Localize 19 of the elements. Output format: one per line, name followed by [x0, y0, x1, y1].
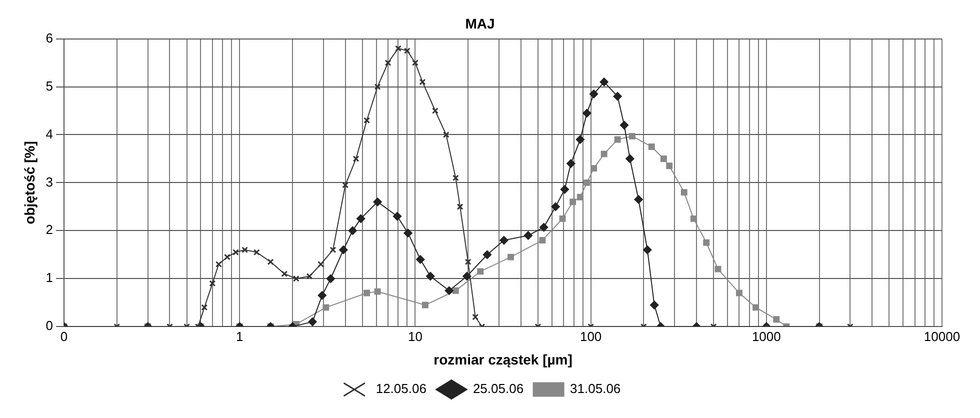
x-axis-title: rozmiar cząstek [µm]: [434, 351, 572, 368]
y-tick-label: 5: [46, 78, 54, 94]
chart-title: MAJ: [465, 15, 495, 32]
legend-label: 12.05.06: [376, 381, 426, 396]
x-tick-label: 0: [60, 328, 68, 344]
y-tick-label: 6: [46, 30, 54, 46]
x-tick-label: 10: [408, 328, 422, 344]
legend-label: 25.05.06: [472, 381, 524, 396]
y-tick-label: 0: [46, 318, 54, 334]
y-axis-title: objętość [%]: [21, 141, 38, 224]
x-tick-label: 1: [236, 328, 244, 344]
x-tick-label: 10000: [924, 328, 960, 344]
y-tick-label: 2: [46, 222, 54, 238]
y-tick-label: 3: [46, 174, 54, 190]
x-tick-label: 1000: [752, 328, 781, 344]
y-tick-label: 1: [46, 270, 54, 286]
x-tick-label: 100: [580, 328, 602, 344]
legend-label: 31.05.06: [570, 381, 621, 396]
y-tick-label: 4: [46, 126, 54, 142]
